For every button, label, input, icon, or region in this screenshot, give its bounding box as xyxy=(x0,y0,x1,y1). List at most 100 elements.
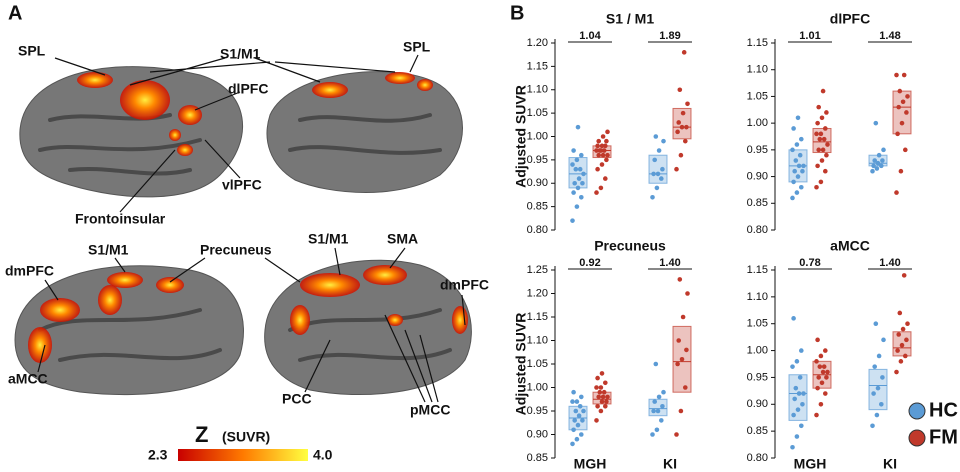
data-point xyxy=(684,347,689,353)
data-point xyxy=(572,418,577,423)
y-tick-label: 1.00 xyxy=(747,117,768,129)
data-point xyxy=(894,72,899,78)
data-point xyxy=(904,337,909,343)
ci-box xyxy=(648,154,668,184)
data-point xyxy=(791,126,796,131)
data-point xyxy=(790,364,795,369)
panel-letter: B xyxy=(510,2,524,24)
leader-lines xyxy=(37,54,466,403)
effect-size: 1.48 xyxy=(879,30,900,42)
data-point xyxy=(903,353,908,359)
data-point xyxy=(870,423,875,429)
y-tick-label: 0.90 xyxy=(747,398,768,410)
y-tick-label: 1.10 xyxy=(747,291,768,303)
y-tick-label: 0.80 xyxy=(747,452,768,464)
y-tick-label: 0.90 xyxy=(747,170,768,182)
data-point xyxy=(655,408,661,414)
region-label: vlPFC xyxy=(222,177,262,193)
data-point xyxy=(654,427,660,433)
data-point xyxy=(818,401,824,407)
y-tick-label: 1.05 xyxy=(747,90,768,102)
data-point xyxy=(820,369,826,375)
data-point xyxy=(790,147,795,153)
data-point xyxy=(597,389,603,395)
data-point xyxy=(873,120,879,126)
data-point xyxy=(896,104,901,110)
data-point xyxy=(598,385,604,390)
data-point xyxy=(819,158,825,163)
data-point xyxy=(814,131,819,137)
data-point xyxy=(678,408,684,414)
data-point xyxy=(604,138,609,144)
data-point xyxy=(651,408,656,414)
data-point xyxy=(571,389,576,395)
data-point xyxy=(652,157,657,163)
data-point xyxy=(799,136,804,142)
data-point xyxy=(595,143,600,149)
data-point xyxy=(800,168,805,174)
region-label: SPL xyxy=(403,39,431,55)
data-point xyxy=(577,166,583,172)
data-point xyxy=(570,218,575,223)
region-label: aMCC xyxy=(8,371,48,387)
data-point xyxy=(605,394,610,400)
legend-swatch xyxy=(908,402,926,420)
data-point xyxy=(824,375,829,380)
data-point xyxy=(824,110,829,115)
data-point xyxy=(897,310,903,316)
data-point xyxy=(899,120,905,126)
data-point xyxy=(603,176,608,181)
y-tick-label: 1.15 xyxy=(527,60,548,72)
data-point xyxy=(595,166,600,172)
data-point xyxy=(871,391,876,396)
data-point xyxy=(594,385,599,390)
x-tick-label: KI xyxy=(663,456,677,472)
data-point xyxy=(790,195,795,201)
data-point xyxy=(815,385,820,391)
data-point xyxy=(674,166,679,172)
colorbar xyxy=(178,449,308,461)
y-tick-label: 0.85 xyxy=(527,201,548,213)
data-point xyxy=(574,399,580,404)
data-point xyxy=(871,163,876,169)
y-tick-label: 0.90 xyxy=(527,177,548,189)
y-tick-label: 1.00 xyxy=(747,344,768,356)
data-point xyxy=(825,142,830,147)
data-point xyxy=(600,134,606,139)
data-point xyxy=(580,418,585,423)
data-point xyxy=(901,72,907,78)
y-tick-label: 1.15 xyxy=(527,311,548,323)
data-point xyxy=(600,152,606,158)
data-point xyxy=(570,399,575,404)
data-point xyxy=(794,190,800,195)
effect-size: 1.01 xyxy=(799,30,820,42)
y-tick-label: 0.85 xyxy=(747,197,768,209)
data-point xyxy=(598,185,604,191)
data-point xyxy=(680,110,686,116)
data-point xyxy=(652,399,657,404)
data-point xyxy=(799,184,804,190)
data-point xyxy=(814,359,819,364)
y-tick-label: 1.25 xyxy=(527,264,548,276)
data-point xyxy=(818,353,824,359)
data-point xyxy=(795,407,801,412)
data-point xyxy=(655,171,661,177)
data-point xyxy=(575,422,581,428)
data-point xyxy=(901,273,907,278)
panel-letter: A xyxy=(8,2,22,24)
region-label: pMCC xyxy=(410,402,450,418)
chart-title: S1 / M1 xyxy=(606,11,654,27)
colorbar-unit: (SUVR) xyxy=(222,429,270,445)
effect-size: 1.40 xyxy=(879,257,900,269)
data-point xyxy=(681,50,687,55)
chart-title: dlPFC xyxy=(830,11,870,27)
data-point xyxy=(899,342,905,348)
data-point xyxy=(595,375,600,381)
data-point xyxy=(683,385,688,390)
y-tick-label: 1.05 xyxy=(527,107,548,119)
data-point xyxy=(895,131,900,137)
data-point xyxy=(898,168,904,174)
x-tick-label: MGH xyxy=(794,456,827,472)
data-point xyxy=(575,185,581,191)
